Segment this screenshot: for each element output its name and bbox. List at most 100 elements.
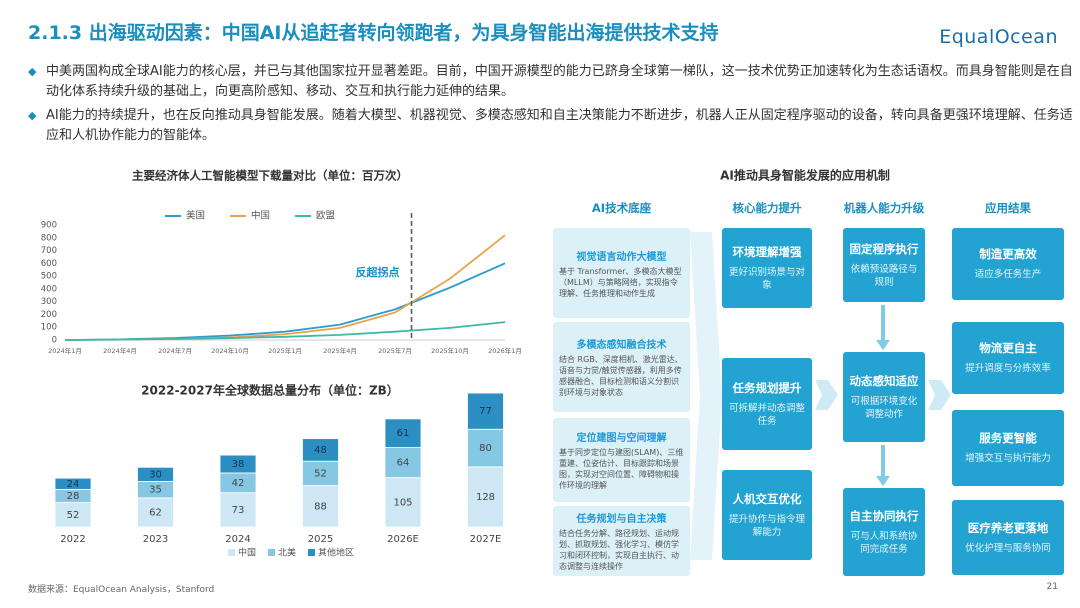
box-text: 可与人和系统协同完成任务 — [850, 530, 918, 555]
value-label: 80 — [479, 443, 492, 454]
mechanism-box: 物流更自主提升调度与分拣效率 — [952, 322, 1064, 394]
value-label: 48 — [314, 445, 327, 456]
value-label: 62 — [149, 507, 162, 518]
x-tick-label: 2022 — [60, 534, 85, 545]
chart-title: 2022-2027年全球数据总量分布（单位：ZB） — [141, 383, 399, 398]
x-tick-label: 2026年1月 — [488, 346, 522, 355]
mechanism-box: 自主协同执行 可与人和系统协同完成任务 — [843, 488, 925, 576]
bar-segment — [219, 454, 257, 474]
x-tick-label: 2024年4月 — [103, 346, 137, 355]
arrow — [928, 380, 951, 410]
bar-segment — [384, 447, 422, 479]
box-text: 基于 Transformer、多模态大模型（MLLM）与策略网络，实现指令理解、… — [559, 266, 682, 298]
y-tick-label: 200 — [41, 310, 57, 320]
value-label: 73 — [232, 505, 245, 516]
x-tick-label: 2026E — [387, 534, 419, 545]
column-header: 应用结果 — [985, 201, 1031, 215]
x-tick-label: 2025年10月 — [431, 346, 469, 355]
value-label: 77 — [479, 406, 492, 417]
series-line — [64, 321, 506, 341]
value-label: 38 — [232, 459, 245, 470]
bar-segment — [137, 466, 174, 482]
bar-segment — [467, 392, 504, 430]
legend-label: 中国 — [251, 210, 270, 222]
column-header: 核心能力提升 — [732, 201, 802, 215]
logo: EqualOcean — [939, 26, 1058, 48]
slide-title: 2.1.3 出海驱动因素：中国AI从追赶者转向领跑者，为具身智能出海提供技术支持 — [28, 22, 719, 44]
bullet: AI能力的持续提升，也在反向推动具身智能发展。随着大模型、机器视觉、多模态感知和… — [28, 106, 1080, 146]
value-label: 64 — [397, 458, 410, 469]
box-text: 可根据环境变化调整动作 — [850, 395, 918, 420]
bar-segment — [384, 477, 422, 528]
box-title: 人机交互优化 — [732, 491, 802, 506]
box-text: 依赖预设路径与规则 — [850, 263, 918, 288]
bar-segment — [467, 466, 504, 528]
mechanism-box: 固定程序执行依赖预设路径与规则 — [843, 228, 925, 302]
value-label: 61 — [397, 428, 410, 439]
mechanism-box: 医疗养老更落地 优化护理与服务协同 — [952, 500, 1064, 575]
legend-label: 其他地区 — [318, 547, 354, 559]
source: 数据来源：EqualOcean Analysis，Stanford — [28, 585, 215, 595]
y-tick-label: 0 — [52, 336, 57, 346]
mechanism-box: 多模态感知融合技术 结合 RGB、深度相机、激光雷达、语音与力觉/触觉传感器，利用… — [553, 322, 690, 412]
bar-segment — [467, 428, 504, 468]
box-title: 定位建图与空间理解 — [576, 433, 667, 444]
legend-swatch — [308, 549, 315, 556]
box-title: 医疗养老更落地 — [967, 520, 1049, 535]
mechanism-box: 服务更智能增强交互与执行能力 — [952, 410, 1064, 486]
x-tick-label: 2024 — [225, 534, 250, 545]
box-title: 多模态感知融合技术 — [576, 340, 667, 351]
box-title: 物流更自主 — [979, 341, 1037, 355]
box-title: 视觉语言动作大模型 — [576, 251, 667, 263]
y-tick-label: 800 — [41, 233, 57, 243]
x-tick-label: 2025 — [308, 534, 333, 545]
x-tick-label: 2025年1月 — [268, 346, 302, 355]
legend-swatch — [268, 549, 275, 556]
value-label: 88 — [314, 501, 327, 512]
legend-label: 北美 — [278, 547, 296, 559]
box-title: 固定程序执行 — [849, 241, 919, 256]
diagram-title: AI推动具身智能发展的应用机制 — [720, 168, 890, 183]
legend-label: 美国 — [186, 210, 205, 222]
column-header: AI技术底座 — [591, 201, 652, 215]
y-tick-label: 900 — [41, 221, 57, 231]
box-text: 基于同步定位与建图(SLAM)、三维重建、位姿估计、目标跟踪和场景图，实现对空间… — [559, 448, 684, 490]
mechanism-box: 环境理解增强更好识别场景与对象 — [722, 228, 812, 308]
box-text: 更好识别场景与对象 — [728, 266, 805, 291]
chart-title: 主要经济体人工智能模型下载量对比（单位：百万次） — [132, 169, 408, 183]
box-text: 增强交互与执行能力 — [965, 453, 1051, 464]
box-title: 动态感知适应 — [849, 373, 919, 388]
box-text: 可拆解并动态调整任务 — [728, 402, 805, 427]
bar-segment — [302, 460, 339, 487]
series-line — [64, 234, 506, 341]
annotation: 反超拐点 — [356, 265, 400, 279]
y-tick-label: 700 — [41, 246, 57, 256]
x-tick-label: 2025年7月 — [378, 346, 412, 355]
bar-segment — [302, 485, 339, 528]
mechanism-box: 人机交互优化提升协作与指令理解能力 — [722, 470, 812, 560]
y-tick-label: 400 — [41, 284, 57, 294]
value-label: 24 — [67, 479, 80, 490]
box-title: 服务更智能 — [979, 431, 1037, 445]
down-arrow — [876, 305, 890, 350]
x-tick-label: 2024年1月 — [48, 346, 82, 355]
value-label: 42 — [232, 478, 245, 489]
x-tick-label: 2023 — [143, 534, 168, 545]
box-title: 任务规划与自主决策 — [576, 514, 667, 525]
x-tick-label: 2024年7月 — [158, 346, 192, 355]
mechanism-box: 视觉语言动作大模型基于 Transformer、多模态大模型（MLLM）与策略网… — [553, 228, 690, 318]
mechanism-box: 动态感知适应可根据环境变化调整动作 — [843, 352, 925, 442]
bar-segment — [219, 492, 257, 528]
box-text: 提升调度与分拣效率 — [965, 363, 1051, 374]
box-title: 环境理解增强 — [732, 244, 802, 259]
mechanism-box: 任务规划与自主决策 结合任务分解、路径规划、运动规划、抓取规划、强化学习、模仿学习… — [553, 506, 690, 576]
column-header: 机器人能力升级 — [843, 201, 925, 215]
bar-segment — [137, 497, 174, 528]
legend-label: 欧盟 — [316, 210, 336, 222]
box-text: 优化护理与服务协同 — [965, 542, 1051, 554]
box-title: 任务规划提升 — [732, 380, 802, 395]
bar-segment — [384, 418, 422, 448]
box-text: 提升协作与指令理解能力 — [728, 513, 805, 538]
